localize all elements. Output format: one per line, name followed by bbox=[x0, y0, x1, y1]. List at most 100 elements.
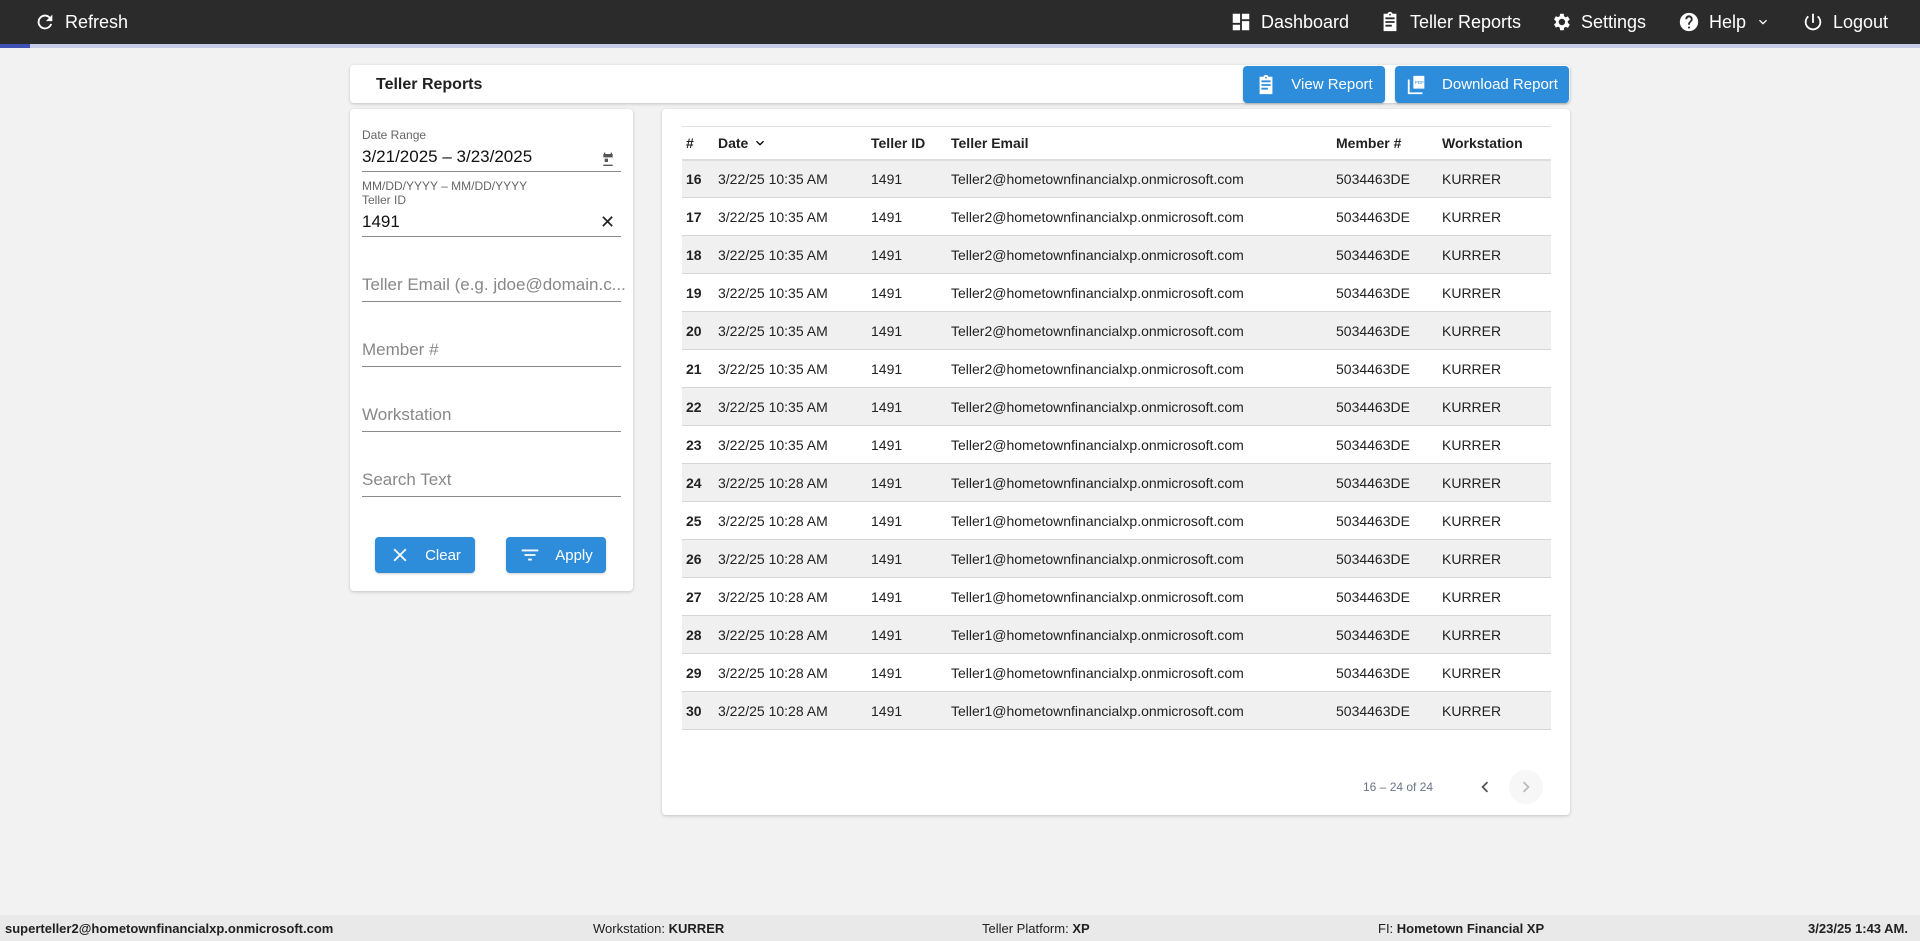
table-row[interactable]: 18 3/22/25 10:35 AM 1491 Teller2@hometownfi… bbox=[682, 235, 1551, 274]
row-number: 26 bbox=[682, 539, 714, 578]
row-teller-email: Teller2@hometownfinancialxp.onmicrosoft.… bbox=[947, 197, 1332, 236]
column-header-teller-id[interactable]: Teller ID bbox=[867, 126, 947, 161]
row-date: 3/22/25 10:35 AM bbox=[714, 197, 867, 236]
table-row[interactable]: 27 3/22/25 10:28 AM 1491 Teller1@hometownfi… bbox=[682, 577, 1551, 616]
row-number: 25 bbox=[682, 501, 714, 540]
date-range-input[interactable]: 3/21/2025 – 3/23/2025 bbox=[362, 147, 533, 166]
row-date: 3/22/25 10:28 AM bbox=[714, 463, 867, 502]
row-teller-email: Teller1@hometownfinancialxp.onmicrosoft.… bbox=[947, 501, 1332, 540]
table-row[interactable]: 30 3/22/25 10:28 AM 1491 Teller1@hometownfi… bbox=[682, 691, 1551, 730]
workstation-input[interactable]: Workstation bbox=[362, 405, 452, 424]
row-teller-id: 1491 bbox=[867, 159, 947, 198]
table-row[interactable]: 21 3/22/25 10:35 AM 1491 Teller2@hometownfi… bbox=[682, 349, 1551, 388]
view-report-button[interactable]: View Report bbox=[1243, 66, 1385, 103]
column-header-number[interactable]: # bbox=[682, 126, 714, 161]
help-label: Help bbox=[1709, 11, 1747, 32]
table-row[interactable]: 26 3/22/25 10:28 AM 1491 Teller1@hometownfi… bbox=[682, 539, 1551, 578]
row-workstation: KURRER bbox=[1438, 425, 1551, 464]
row-teller-id: 1491 bbox=[867, 425, 947, 464]
table-row[interactable]: 19 3/22/25 10:35 AM 1491 Teller2@hometownfi… bbox=[682, 273, 1551, 312]
footer-platform-label: Teller Platform: bbox=[982, 921, 1069, 936]
footer-fi-value: Hometown Financial XP bbox=[1396, 921, 1545, 936]
teller-id-input[interactable]: 1491 bbox=[362, 212, 400, 231]
row-number: 21 bbox=[682, 349, 714, 388]
top-nav: Refresh Dashboard Teller Reports Setting… bbox=[0, 0, 1920, 44]
table-row[interactable]: 24 3/22/25 10:28 AM 1491 Teller1@hometownfi… bbox=[682, 463, 1551, 502]
row-member: 5034463DE bbox=[1332, 463, 1438, 502]
row-teller-email: Teller1@hometownfinancialxp.onmicrosoft.… bbox=[947, 653, 1332, 692]
help-icon bbox=[1679, 12, 1699, 32]
nav-teller-reports[interactable]: Teller Reports bbox=[1379, 0, 1521, 44]
clear-teller-id-icon[interactable]: ✕ bbox=[600, 212, 616, 232]
row-member: 5034463DE bbox=[1332, 387, 1438, 426]
row-workstation: KURRER bbox=[1438, 615, 1551, 654]
nav-dashboard[interactable]: Dashboard bbox=[1230, 0, 1349, 44]
clear-label: Clear bbox=[425, 546, 461, 564]
svg-text:PDF: PDF bbox=[1415, 80, 1424, 85]
table-row[interactable]: 25 3/22/25 10:28 AM 1491 Teller1@hometownfi… bbox=[682, 501, 1551, 540]
table-row[interactable]: 28 3/22/25 10:28 AM 1491 Teller1@hometownfi… bbox=[682, 615, 1551, 654]
row-member: 5034463DE bbox=[1332, 653, 1438, 692]
table-row[interactable]: 20 3/22/25 10:35 AM 1491 Teller2@hometownfi… bbox=[682, 311, 1551, 350]
teller-email-input[interactable]: Teller Email (e.g. jdoe@domain.c... bbox=[362, 275, 626, 294]
column-header-member[interactable]: Member # bbox=[1332, 126, 1438, 161]
row-date: 3/22/25 10:28 AM bbox=[714, 577, 867, 616]
row-date: 3/22/25 10:28 AM bbox=[714, 501, 867, 540]
table-row[interactable]: 29 3/22/25 10:28 AM 1491 Teller1@hometownfi… bbox=[682, 653, 1551, 692]
column-header-teller-email[interactable]: Teller Email bbox=[947, 126, 1332, 161]
member-input[interactable]: Member # bbox=[362, 340, 439, 359]
nav-settings[interactable]: Settings bbox=[1550, 0, 1646, 44]
column-header-workstation[interactable]: Workstation bbox=[1438, 126, 1551, 161]
download-report-label: Download Report bbox=[1442, 76, 1558, 93]
clipboard-icon bbox=[1259, 74, 1273, 94]
table-row[interactable]: 16 3/22/25 10:35 AM 1491 Teller2@hometownfi… bbox=[682, 159, 1551, 198]
row-date: 3/22/25 10:35 AM bbox=[714, 349, 867, 388]
footer-datetime: 3/23/25 1:43 AM. bbox=[1808, 921, 1908, 936]
row-teller-email: Teller1@hometownfinancialxp.onmicrosoft.… bbox=[947, 463, 1332, 502]
row-number: 20 bbox=[682, 311, 714, 350]
nav-logout[interactable]: Logout bbox=[1802, 0, 1888, 44]
row-workstation: KURRER bbox=[1438, 273, 1551, 312]
gear-icon bbox=[1554, 13, 1570, 31]
row-teller-id: 1491 bbox=[867, 463, 947, 502]
download-report-button[interactable]: PDF Download Report bbox=[1395, 66, 1569, 103]
status-footer: superteller2@hometownfinancialxp.onmicro… bbox=[0, 915, 1920, 941]
search-text-input[interactable]: Search Text bbox=[362, 470, 452, 489]
previous-page-icon[interactable] bbox=[1474, 776, 1496, 798]
row-teller-email: Teller1@hometownfinancialxp.onmicrosoft.… bbox=[947, 539, 1332, 578]
table-row[interactable]: 22 3/22/25 10:35 AM 1491 Teller2@hometownfi… bbox=[682, 387, 1551, 426]
teller-email-underline bbox=[362, 301, 621, 302]
row-teller-id: 1491 bbox=[867, 273, 947, 312]
refresh-button[interactable]: Refresh bbox=[34, 0, 128, 44]
clear-button[interactable]: Clear bbox=[375, 537, 475, 573]
row-workstation: KURRER bbox=[1438, 539, 1551, 578]
column-header-date[interactable]: Date bbox=[714, 126, 867, 161]
row-date: 3/22/25 10:35 AM bbox=[714, 159, 867, 198]
row-number: 23 bbox=[682, 425, 714, 464]
logout-label: Logout bbox=[1833, 11, 1889, 32]
row-date: 3/22/25 10:28 AM bbox=[714, 691, 867, 730]
row-number: 27 bbox=[682, 577, 714, 616]
next-page-button[interactable] bbox=[1509, 770, 1543, 804]
row-member: 5034463DE bbox=[1332, 349, 1438, 388]
row-date: 3/22/25 10:35 AM bbox=[714, 387, 867, 426]
footer-platform: Teller Platform: XP bbox=[982, 921, 1090, 936]
row-workstation: KURRER bbox=[1438, 387, 1551, 426]
dashboard-label: Dashboard bbox=[1261, 11, 1350, 32]
row-date: 3/22/25 10:28 AM bbox=[714, 615, 867, 654]
table-row[interactable]: 23 3/22/25 10:35 AM 1491 Teller2@hometownfi… bbox=[682, 425, 1551, 464]
refresh-icon bbox=[37, 14, 53, 30]
chevron-down-icon bbox=[1759, 19, 1768, 25]
apply-button[interactable]: Apply bbox=[506, 537, 606, 573]
view-report-label: View Report bbox=[1291, 76, 1373, 93]
row-teller-email: Teller2@hometownfinancialxp.onmicrosoft.… bbox=[947, 235, 1332, 274]
row-teller-id: 1491 bbox=[867, 615, 947, 654]
search-underline bbox=[362, 496, 621, 497]
nav-help[interactable]: Help bbox=[1678, 0, 1771, 44]
table-row[interactable]: 17 3/22/25 10:35 AM 1491 Teller2@hometownfi… bbox=[682, 197, 1551, 236]
workstation-underline bbox=[362, 431, 621, 432]
row-number: 30 bbox=[682, 691, 714, 730]
row-teller-email: Teller2@hometownfinancialxp.onmicrosoft.… bbox=[947, 311, 1332, 350]
row-number: 22 bbox=[682, 387, 714, 426]
calendar-icon[interactable] bbox=[600, 152, 616, 168]
